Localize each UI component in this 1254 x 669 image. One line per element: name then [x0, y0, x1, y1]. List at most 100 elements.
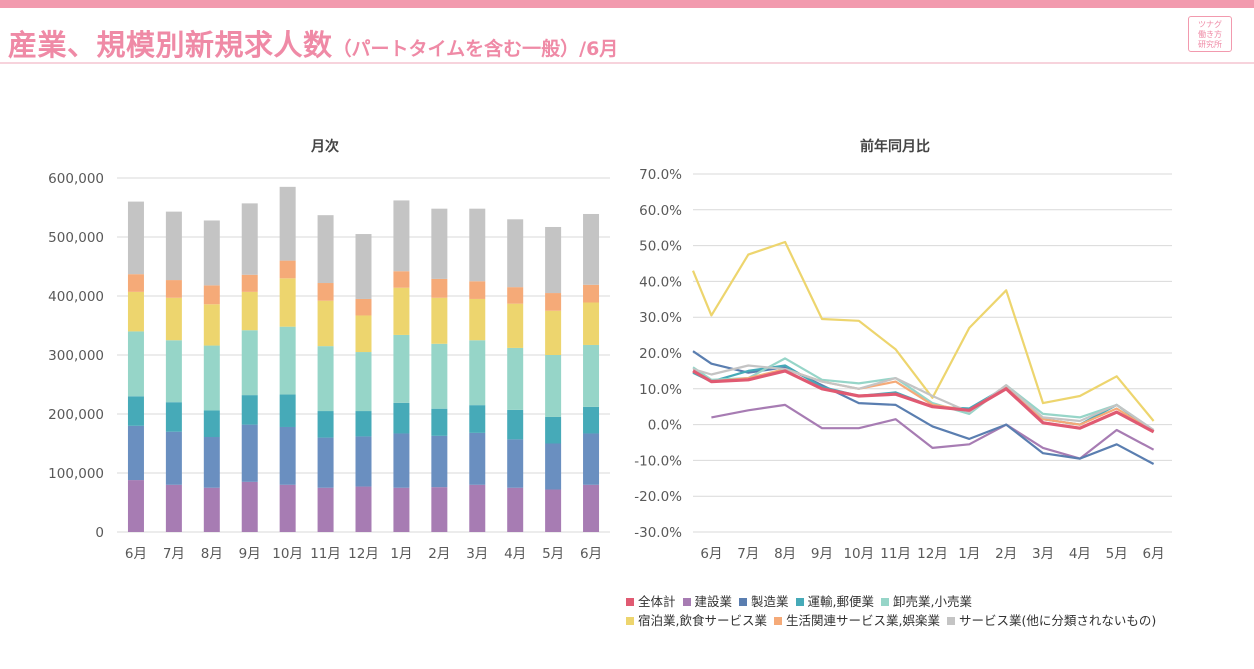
bar-segment — [545, 416, 562, 444]
x-tick-label: 1月 — [958, 546, 980, 562]
y-tick-label: 0 — [95, 525, 104, 541]
legend-label: 生活関連サービス業,娯楽業 — [785, 613, 940, 628]
x-tick-label: 2月 — [428, 546, 450, 562]
legend-swatch — [795, 597, 804, 606]
bar-segment — [583, 213, 600, 285]
bar-segment — [317, 283, 334, 301]
bar-segment — [545, 226, 562, 294]
legend-swatch — [682, 597, 691, 606]
bar-segment — [165, 431, 182, 485]
x-tick-label: 5月 — [542, 546, 564, 562]
bar-segment — [355, 352, 372, 412]
yoy-line-chart: -30.0% -20.0% -10.0% 0.0% 10.0% 20.0% 30.0% 40.… — [634, 167, 1172, 562]
bar-segment — [165, 402, 182, 432]
y-tick-label: 60.0% — [639, 203, 682, 219]
x-tick-label: 4月 — [504, 546, 526, 562]
bar-segment — [507, 439, 524, 488]
x-tick-label: 11月 — [880, 546, 911, 562]
bar-segment — [507, 303, 524, 348]
legend-item: 宿泊業,飲食サービス業 — [626, 611, 767, 630]
x-tick-label: 5月 — [1106, 546, 1128, 562]
bar-segment — [127, 274, 144, 292]
bar-segment — [241, 274, 258, 292]
series-line — [692, 364, 1155, 431]
bar-segment — [241, 424, 258, 482]
bar-segment — [431, 278, 448, 298]
logo-line: ツナグ — [1198, 20, 1222, 29]
y-tick-label: 400,000 — [48, 289, 104, 305]
bar-chart-title: 月次 — [311, 139, 339, 155]
bar-segment — [317, 346, 334, 412]
x-tick-label: 11月 — [310, 546, 341, 562]
legend-label: 運輸,郵便業 — [807, 594, 875, 609]
legend-label: 建設業 — [694, 594, 733, 609]
legend-swatch — [626, 616, 634, 625]
bar-segment — [203, 437, 220, 488]
bar-segment — [355, 315, 372, 353]
y-tick-label: 50.0% — [639, 239, 682, 255]
legend-item: 建設業 — [682, 592, 733, 611]
bar-segment — [507, 219, 524, 288]
bar-segment — [317, 487, 334, 532]
bar-segment — [127, 291, 144, 332]
bar-segment — [165, 280, 182, 298]
bar-segment — [203, 304, 220, 346]
bar-segment — [203, 220, 220, 286]
x-tick-label: 12月 — [348, 546, 379, 562]
legend-label: 卸売業,小売業 — [893, 594, 973, 609]
bar-segment — [279, 394, 296, 427]
bar-segment — [127, 396, 144, 426]
bar-segment — [545, 310, 562, 355]
bar-segment — [545, 355, 562, 417]
bar-segment — [317, 215, 334, 284]
legend-label: サービス業(他に分類されないもの) — [958, 613, 1157, 628]
legend-label: 宿泊業,飲食サービス業 — [638, 613, 767, 628]
legend-item: サービス業(他に分類されないもの) — [946, 611, 1157, 630]
bar-segment — [165, 484, 182, 532]
x-tick-label: 2月 — [995, 546, 1017, 562]
line-chart-title: 前年同月比 — [860, 139, 930, 155]
bar-segment — [507, 409, 524, 440]
legend-label: 製造業 — [751, 594, 789, 609]
series-line — [692, 369, 1155, 434]
bar-segment — [165, 297, 182, 341]
x-tick-label: 3月 — [1032, 546, 1054, 562]
bar-segment — [203, 285, 220, 305]
legend-swatch — [739, 597, 748, 606]
legend-item: 製造業 — [739, 592, 789, 611]
x-tick-label: 6月 — [580, 546, 602, 562]
bar-segment — [583, 406, 600, 434]
y-tick-label: 0.0% — [648, 418, 682, 434]
y-tick-label: 30.0% — [639, 310, 682, 326]
x-tick-label: 1月 — [390, 546, 412, 562]
bar-segment — [469, 281, 486, 299]
bar-segment — [355, 234, 372, 299]
legend-item: 卸売業,小売業 — [881, 592, 972, 611]
bar-segment — [583, 433, 600, 485]
bar-segment — [545, 489, 562, 532]
bar-segment — [317, 437, 334, 488]
x-tick-label: 12月 — [917, 546, 948, 562]
x-tick-label: 6月 — [700, 546, 722, 562]
bar-segment — [241, 330, 258, 396]
bar-segment — [279, 326, 296, 395]
bar-segment — [127, 425, 144, 481]
bar-segment — [507, 287, 524, 304]
y-tick-label: 70.0% — [639, 167, 682, 183]
bar-segment — [165, 340, 182, 403]
x-tick-label: 6月 — [125, 546, 147, 562]
bar-segment — [203, 487, 220, 532]
bar-segment — [431, 297, 448, 344]
x-tick-label: 7月 — [163, 546, 185, 562]
top-accent-bar — [0, 0, 1254, 8]
title-sub: （パートタイムを含む一般）/6月 — [332, 38, 619, 60]
x-tick-label: 9月 — [811, 546, 833, 562]
y-tick-label: -30.0% — [634, 525, 682, 541]
bar-segment — [431, 487, 448, 532]
bar-segment — [469, 432, 486, 485]
bar-segment — [393, 487, 410, 532]
y-tick-label: 10.0% — [639, 382, 682, 398]
legend-swatch — [626, 597, 634, 606]
legend-item: 生活関連サービス業,娯楽業 — [773, 611, 940, 630]
bar-segment — [469, 298, 486, 341]
